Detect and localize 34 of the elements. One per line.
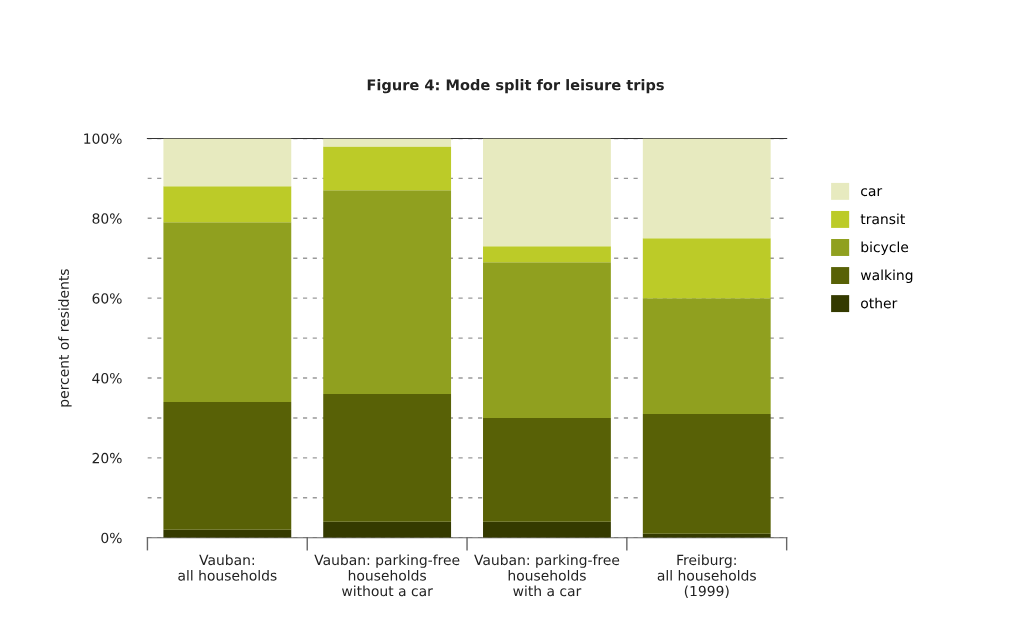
bar bbox=[642, 413, 771, 534]
bar bbox=[642, 138, 771, 239]
bar bbox=[483, 246, 611, 263]
chart-title: Figure 4: Mode split for leisure trips bbox=[367, 79, 664, 94]
bar bbox=[642, 238, 771, 299]
legend-label: bicycle bbox=[861, 241, 909, 255]
y-tick-label: 60% bbox=[92, 293, 122, 304]
bar bbox=[323, 394, 452, 522]
y-axis-title: percent of residents bbox=[58, 269, 72, 407]
bar bbox=[163, 401, 292, 530]
x-tick-label: Vauban: parking-free households without a car bbox=[314, 554, 460, 597]
bar bbox=[163, 222, 292, 402]
bar bbox=[163, 138, 292, 187]
x-tick-label: Vauban: parking-free households with a car bbox=[474, 554, 620, 597]
y-tick-label: 80% bbox=[92, 213, 122, 224]
legend-label: other bbox=[861, 297, 898, 309]
y-tick-label: 40% bbox=[92, 373, 122, 384]
x-tick-label: Vauban: all households bbox=[178, 554, 277, 581]
bar bbox=[163, 186, 292, 223]
y-tick-label: 100% bbox=[84, 133, 122, 144]
legend-label: walking bbox=[860, 269, 913, 284]
bar bbox=[483, 138, 611, 247]
bar bbox=[483, 521, 611, 538]
bar bbox=[323, 521, 452, 538]
x-tick-label: Freiburg: all households (1999) bbox=[657, 554, 756, 598]
legend-label: car bbox=[861, 188, 883, 197]
y-tick-label: 0% bbox=[101, 532, 122, 544]
bar bbox=[483, 417, 611, 522]
bar bbox=[323, 146, 452, 191]
bar bbox=[323, 190, 452, 394]
y-tick-label: 20% bbox=[92, 452, 122, 464]
bar bbox=[642, 298, 771, 414]
bar bbox=[483, 262, 611, 418]
legend-label: transit bbox=[860, 213, 905, 225]
